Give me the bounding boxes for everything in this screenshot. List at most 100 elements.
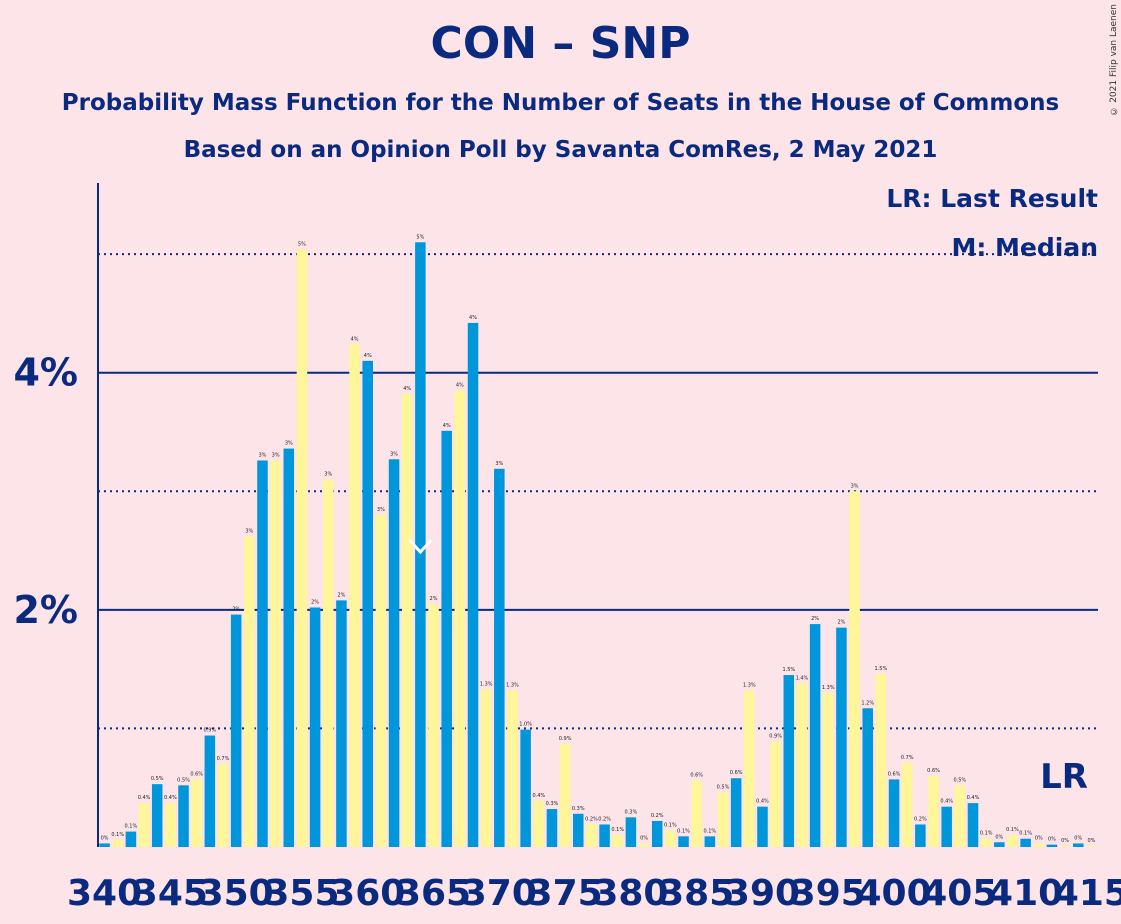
bar-data-label: 0.6%: [190, 771, 203, 777]
bar-data-label: 2%: [337, 592, 345, 598]
bar: [928, 776, 939, 847]
bar-data-label: 4%: [351, 336, 359, 342]
bar: [441, 431, 452, 847]
bar-data-label: 0.2%: [914, 816, 927, 822]
bar-data-label: 0.1%: [677, 828, 690, 834]
bar: [784, 675, 795, 847]
bar-data-label: 4%: [443, 423, 451, 429]
bar-data-label: 1.2%: [861, 700, 874, 706]
bar: [191, 779, 202, 847]
bar-data-label: 2%: [311, 599, 319, 605]
bar: [639, 843, 650, 847]
bar: [99, 843, 110, 847]
bar-data-label: 1.3%: [822, 685, 835, 691]
bar: [1073, 843, 1084, 847]
bar: [797, 683, 808, 847]
bar: [362, 361, 373, 847]
bar: [402, 394, 413, 847]
x-tick-label: 345: [133, 873, 208, 914]
bar: [573, 814, 584, 847]
bar: [534, 801, 545, 847]
x-tick-label: 375: [528, 873, 603, 914]
bar-data-label: 0%: [101, 835, 109, 841]
bar-data-label: 0.9%: [769, 733, 782, 739]
bar-data-label: 5%: [298, 241, 306, 247]
x-tick-label: 370: [462, 873, 537, 914]
bar: [205, 736, 216, 847]
x-tick-label: 355: [264, 873, 339, 914]
bar: [678, 836, 689, 847]
bar: [849, 491, 860, 847]
bar-data-label: 0%: [995, 834, 1003, 840]
bar: [126, 832, 137, 847]
bar: [941, 807, 952, 847]
bar: [665, 830, 676, 847]
bar-data-label: 0%: [1061, 838, 1069, 844]
bar: [165, 803, 176, 847]
bar: [376, 515, 387, 847]
x-tick-label: 340: [67, 873, 142, 914]
bars-layer: 0%0.1%0.1%0.4%0.5%0.4%0.5%0.6%0.9%0.7%2%…: [99, 234, 1096, 847]
bar: [770, 741, 781, 847]
bar: [494, 469, 505, 847]
y-tick-label: 2%: [13, 588, 78, 632]
bar-data-label: 0.1%: [1006, 827, 1019, 833]
bar-data-label: 0.4%: [967, 795, 980, 801]
x-tick-label: 385: [659, 873, 734, 914]
bar-data-label: 3%: [324, 471, 332, 477]
bar-data-label: 0.7%: [217, 756, 230, 762]
bar-data-label: 0.4%: [532, 793, 545, 799]
bar: [481, 689, 492, 847]
bar-data-label: 0.4%: [138, 795, 151, 801]
x-tick-label: 380: [593, 873, 668, 914]
bar: [323, 479, 334, 847]
bar-data-label: 0.3%: [572, 806, 585, 812]
bar-data-label: 0%: [1035, 835, 1043, 841]
bar: [876, 674, 887, 847]
bar: [1047, 845, 1058, 847]
x-tick-label: 395: [791, 873, 866, 914]
bar-data-label: 0.1%: [611, 827, 624, 833]
bar: [810, 624, 821, 847]
bar-data-label: 3%: [851, 483, 859, 489]
bar-data-label: 0%: [1087, 838, 1095, 844]
bar: [547, 809, 558, 847]
bar: [257, 460, 268, 847]
x-tick-label: 360: [330, 873, 405, 914]
x-tick-label: 390: [725, 873, 800, 914]
bar: [744, 690, 755, 847]
bar: [231, 615, 242, 847]
bar: [1034, 843, 1045, 847]
bar-data-label: 0.4%: [164, 795, 177, 801]
bar: [284, 449, 295, 847]
bar: [455, 391, 466, 848]
bar: [889, 779, 900, 847]
bar-data-label: 3%: [285, 441, 293, 447]
bar-data-label: 0.4%: [940, 799, 953, 805]
x-tick-label: 365: [396, 873, 471, 914]
last-result-label: LR: [1040, 757, 1088, 797]
bar-data-label: 0.2%: [651, 813, 664, 819]
x-tick-label: 400: [856, 873, 931, 914]
bar: [652, 821, 663, 847]
bar-data-label: 0.6%: [730, 770, 743, 776]
bar: [520, 730, 531, 847]
bar: [862, 708, 873, 847]
bar-data-label: 1.0%: [519, 722, 532, 728]
bar-data-label: 1.3%: [506, 682, 519, 688]
bar-data-label: 0.6%: [690, 773, 703, 779]
bar: [757, 807, 768, 847]
bar-data-label: 0%: [1048, 837, 1056, 843]
bar-data-label: 3%: [272, 452, 280, 458]
bar: [178, 785, 189, 847]
bar-data-label: 2%: [232, 607, 240, 613]
bar: [310, 607, 321, 847]
bar: [718, 792, 729, 847]
bar-data-label: 0.1%: [111, 832, 124, 838]
bar-data-label: 0.5%: [177, 777, 190, 783]
bar-data-label: 4%: [456, 383, 464, 389]
bar: [691, 781, 702, 847]
bar-data-label: 0%: [1074, 835, 1082, 841]
bar-data-label: 1.5%: [782, 667, 795, 673]
